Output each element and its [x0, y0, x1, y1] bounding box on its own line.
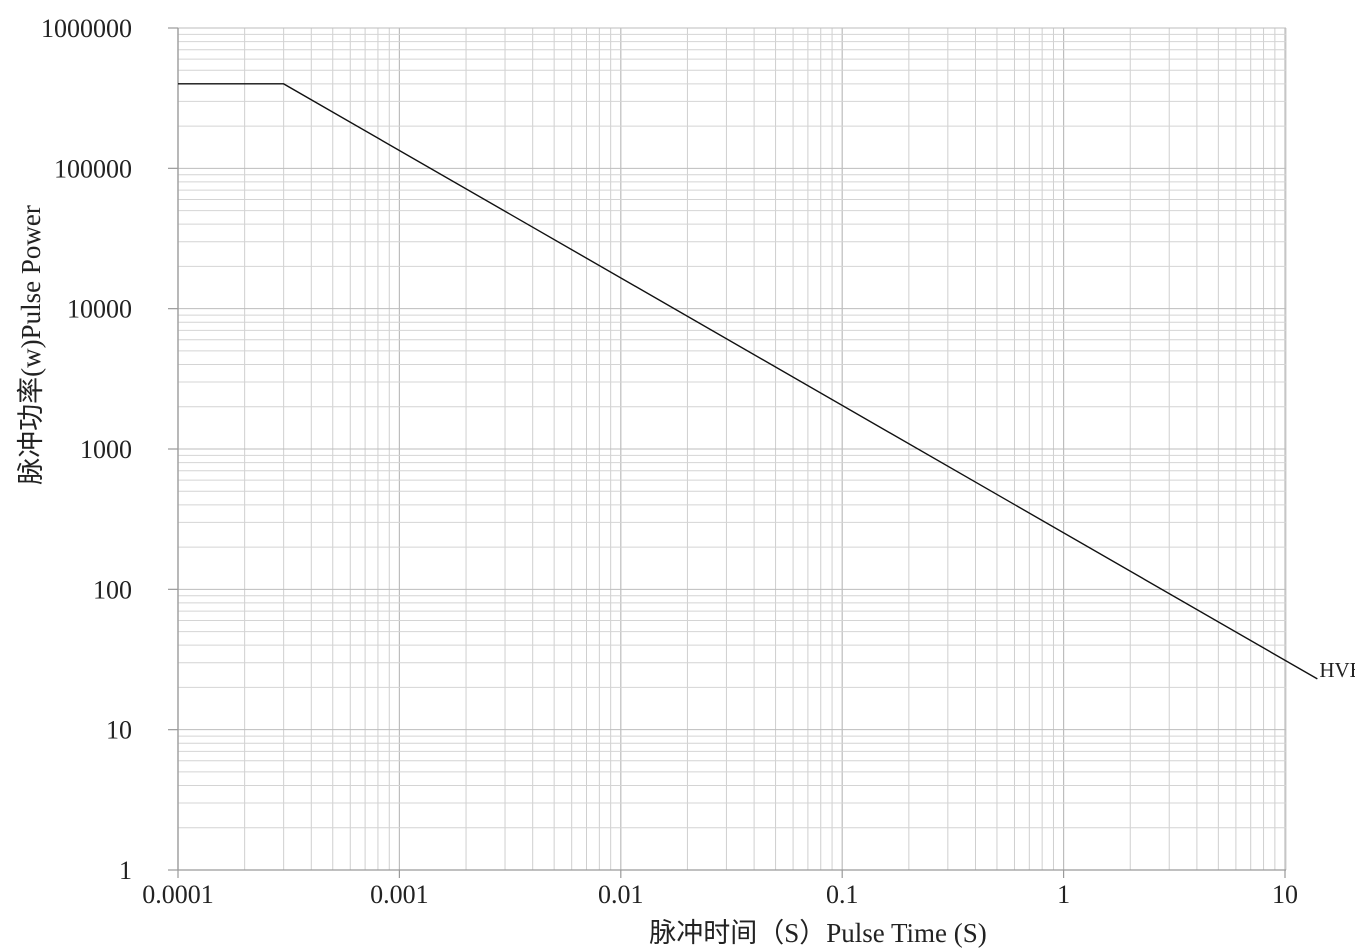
x-tick-label: 0.0001 — [142, 880, 214, 909]
x-tick-label: 10 — [1272, 880, 1298, 909]
x-tick-label: 0.1 — [826, 880, 859, 909]
x-tick-label: 0.01 — [598, 880, 644, 909]
y-tick-label: 1 — [119, 856, 132, 885]
y-tick-label: 1000 — [80, 435, 132, 464]
y-tick-label: 1000000 — [41, 14, 132, 43]
axes — [168, 27, 1286, 878]
x-axis-label: 脉冲时间（S）Pulse Time (S) — [649, 918, 987, 948]
x-tick-label: 0.001 — [370, 880, 429, 909]
y-tick-label: 100 — [93, 575, 132, 604]
y-tick-label: 10000 — [67, 295, 132, 324]
series-group: HVB2 — [178, 83, 1355, 682]
grid — [177, 27, 1287, 871]
series-line — [178, 83, 1318, 680]
x-tick-label: 1 — [1057, 880, 1070, 909]
y-axis-label: 脉冲功率(w)Pulse Power — [16, 205, 46, 485]
series-label: HVB2 — [1319, 658, 1355, 682]
tick-labels: 0.0001 0.001 0.01 0.1 1 10 1 10 100 1000 10000 1000… — [41, 14, 1298, 909]
y-tick-label: 100000 — [54, 154, 132, 183]
y-tick-label: 10 — [106, 716, 132, 745]
